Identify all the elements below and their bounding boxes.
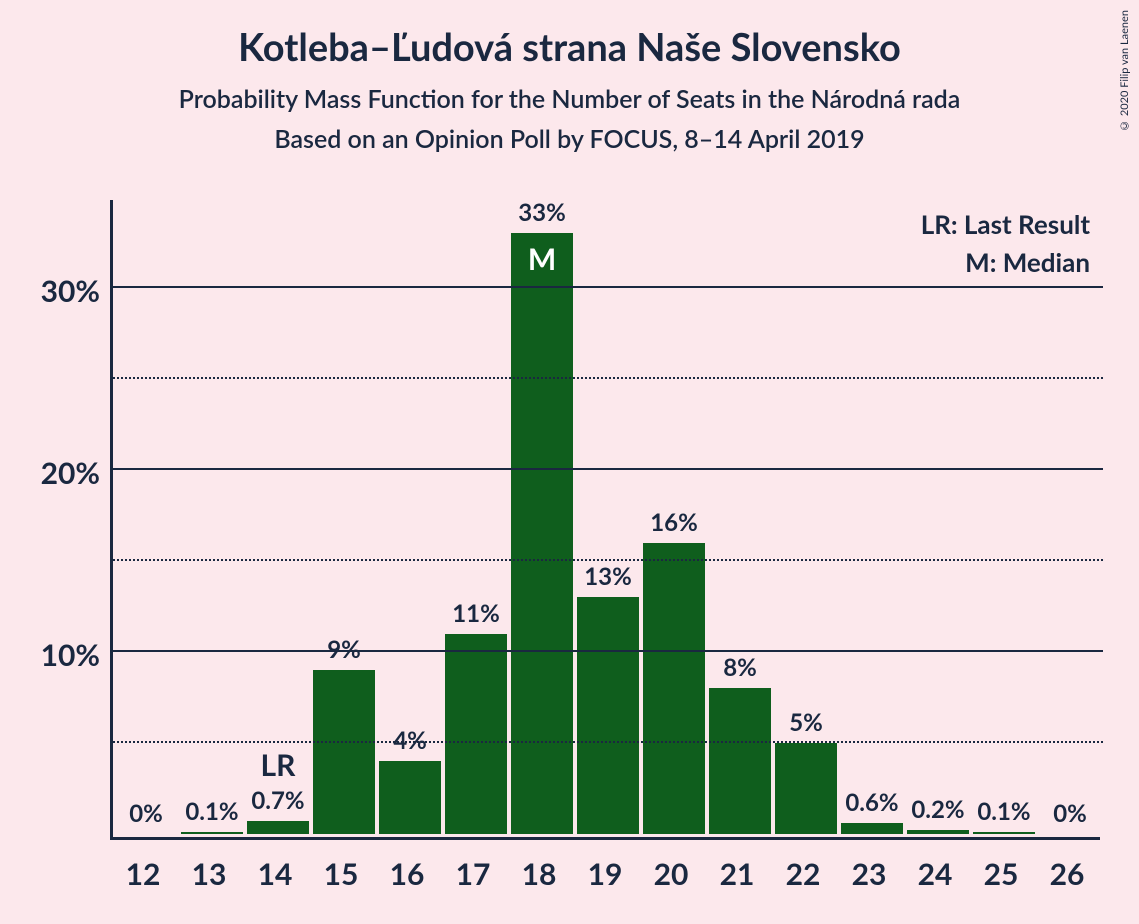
x-axis-tick-label: 24 <box>902 848 968 892</box>
bar: 0.6% <box>841 823 903 834</box>
bar-slot: 4% <box>377 197 443 834</box>
x-axis-tick-label: 14 <box>242 848 308 892</box>
bar: 5% <box>775 743 837 834</box>
bar: 11% <box>445 634 507 834</box>
bars-container: 0%0.1%0.7%LR9%4%11%33%M13%16%8%5%0.6%0.2… <box>113 197 1103 834</box>
bar-slot: 0.1% <box>971 197 1037 834</box>
bar-slot: 9% <box>311 197 377 834</box>
gridline-major <box>113 286 1103 288</box>
bar-slot: 0.1% <box>179 197 245 834</box>
bar-slot: 16% <box>641 197 707 834</box>
bar: 9% <box>313 670 375 834</box>
x-axis-tick-label: 21 <box>704 848 770 892</box>
bar-slot: 0.6% <box>839 197 905 834</box>
x-axis-tick-label: 19 <box>572 848 638 892</box>
x-axis-tick-label: 25 <box>968 848 1034 892</box>
plot-region: LR: Last Result M: Median 0%0.1%0.7%LR9%… <box>110 200 1100 840</box>
bar-slot: 0.2% <box>905 197 971 834</box>
bar-value-label: 0.6% <box>845 788 898 823</box>
bar-slot: 0% <box>1037 197 1103 834</box>
chart-title: Kotleba–Ľudová strana Naše Slovensko <box>0 0 1139 70</box>
bar: 0.2% <box>907 830 969 834</box>
bar-value-label: 0% <box>129 799 163 834</box>
annotation-median: M <box>528 241 556 277</box>
chart-area: LR: Last Result M: Median 0%0.1%0.7%LR9%… <box>110 200 1100 840</box>
bar-slot: 11% <box>443 197 509 834</box>
x-axis-tick-label: 26 <box>1034 848 1100 892</box>
bar-value-label: 33% <box>518 198 566 233</box>
y-axis-label: 10% <box>20 637 100 673</box>
bar: 4% <box>379 761 441 834</box>
bar: 16% <box>643 543 705 834</box>
chart-subtitle: Probability Mass Function for the Number… <box>0 70 1139 114</box>
x-axis-tick-label: 17 <box>440 848 506 892</box>
bar-value-label: 4% <box>393 726 427 761</box>
bar-value-label: 0.2% <box>911 795 964 830</box>
x-axis-tick-label: 23 <box>836 848 902 892</box>
copyright-text: © 2020 Filip van Laenen <box>1118 10 1131 132</box>
x-axis-tick-label: 13 <box>176 848 242 892</box>
annotation-last-result: LR <box>261 747 296 821</box>
gridline-minor <box>113 377 1103 379</box>
bar: 8% <box>709 688 771 834</box>
bar-slot: 5% <box>773 197 839 834</box>
bar-value-label: 5% <box>789 708 823 743</box>
gridline-minor <box>113 559 1103 561</box>
x-axis-tick-label: 15 <box>308 848 374 892</box>
bar-value-label: 9% <box>327 635 361 670</box>
bar: 0.1% <box>181 832 243 834</box>
y-axis-label: 30% <box>20 273 100 309</box>
bar-slot: 0% <box>113 197 179 834</box>
bar-slot: 33% M <box>509 197 575 834</box>
x-axis-tick-label: 22 <box>770 848 836 892</box>
bar-value-label: 0.1% <box>185 797 238 832</box>
x-axis-tick-label: 12 <box>110 848 176 892</box>
bar-slot: 0.7%LR <box>245 197 311 834</box>
bar-value-label: 0% <box>1053 799 1087 834</box>
x-axis-tick-label: 20 <box>638 848 704 892</box>
bar-value-label: 11% <box>452 599 500 634</box>
y-axis-label: 20% <box>20 455 100 491</box>
bar-value-label: 8% <box>723 653 757 688</box>
x-axis-tick-label: 18 <box>506 848 572 892</box>
bar-slot: 8% <box>707 197 773 834</box>
gridline-major <box>113 468 1103 470</box>
bar: 13% <box>577 597 639 834</box>
bar: 0.1% <box>973 832 1035 834</box>
bar-slot: 13% <box>575 197 641 834</box>
bar-value-label: 16% <box>650 508 698 543</box>
bar: 0.7%LR <box>247 821 309 834</box>
x-axis-tick-label: 16 <box>374 848 440 892</box>
chart-subtitle2: Based on an Opinion Poll by FOCUS, 8–14 … <box>0 114 1139 154</box>
x-axis-labels: 121314151617181920212223242526 <box>110 848 1100 892</box>
bar: 33%M <box>511 233 573 834</box>
bar-value-label: 13% <box>584 562 632 597</box>
gridline-minor <box>113 741 1103 743</box>
bar-value-label: 0.1% <box>977 797 1030 832</box>
gridline-major <box>113 650 1103 652</box>
